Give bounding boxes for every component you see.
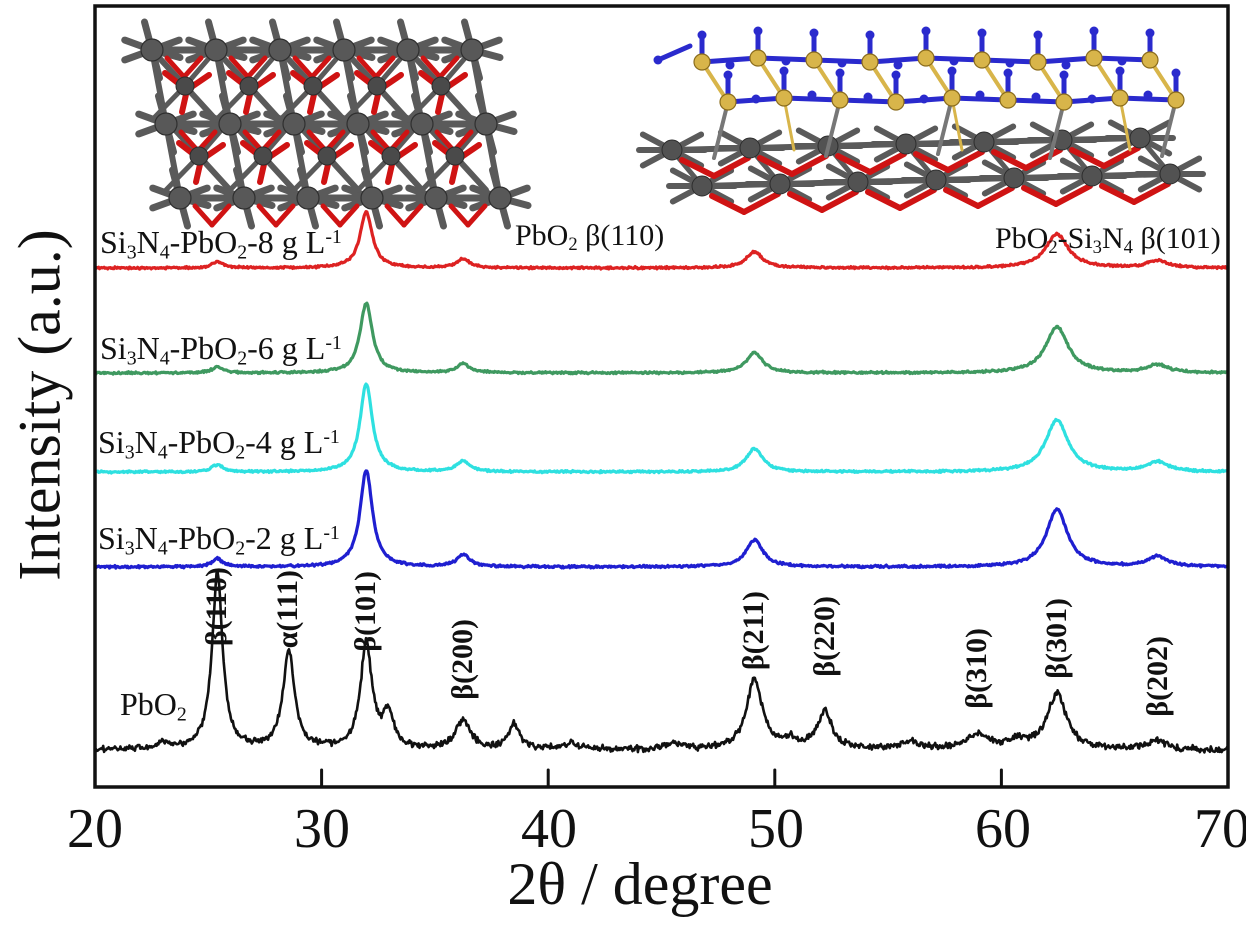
- xrd-trace-1: [93, 301, 1229, 376]
- series-label-si3n4-pbo2-4gL: Si3N4-PbO2-4 g L-1: [98, 424, 340, 464]
- series-label-si3n4-pbo2-6gL: Si3N4-PbO2-6 g L-1: [100, 330, 342, 370]
- xrd-trace-3: [93, 469, 1230, 570]
- peak-label-beta301: β(301): [1040, 598, 1073, 679]
- plot-frame: [93, 4, 1230, 789]
- series-label-si3n4-pbo2-2gL: Si3N4-PbO2-2 g L-1: [98, 520, 340, 560]
- peak-label-beta101: β(101): [349, 571, 382, 652]
- inset-caption-pbo2: PbO2 β(110): [515, 219, 665, 256]
- xrd-trace-0: [93, 210, 1230, 271]
- x-tick-label-70: 70: [1194, 798, 1246, 860]
- x-tick-label-60: 60: [975, 798, 1031, 860]
- x-tick-label-30: 30: [294, 798, 350, 860]
- pbo2-structure-inset: [121, 18, 532, 230]
- peak-label-beta211: β(211): [737, 591, 770, 671]
- peak-label-beta110: β(110): [200, 567, 233, 647]
- peak-label-beta220: β(220): [808, 596, 841, 677]
- x-tick-label-40: 40: [521, 798, 577, 860]
- xrd-trace-4: [93, 569, 1230, 754]
- peak-label-beta200: β(200): [446, 619, 479, 700]
- x-tick-label-50: 50: [748, 798, 804, 860]
- x-tick-label-20: 20: [67, 798, 123, 860]
- peak-label-beta202: β(202): [1141, 636, 1174, 717]
- inset-caption-pbo2-si3n4: PbO2-Si3N4 β(101): [995, 222, 1221, 259]
- series-label-si3n4-pbo2-8gL: Si3N4-PbO2-8 g L-1: [100, 224, 342, 264]
- series-label-pbo2: PbO2: [120, 686, 187, 726]
- peak-label-beta310: β(310): [960, 628, 993, 709]
- y-axis-label: Intensity (a.u.): [6, 229, 73, 581]
- peak-label-alpha111: α(111): [271, 570, 304, 649]
- xrd-trace-2: [94, 382, 1230, 475]
- x-axis-title: 2θ / degree: [507, 851, 773, 917]
- pbo2-si3n4-structure-inset: [636, 26, 1206, 215]
